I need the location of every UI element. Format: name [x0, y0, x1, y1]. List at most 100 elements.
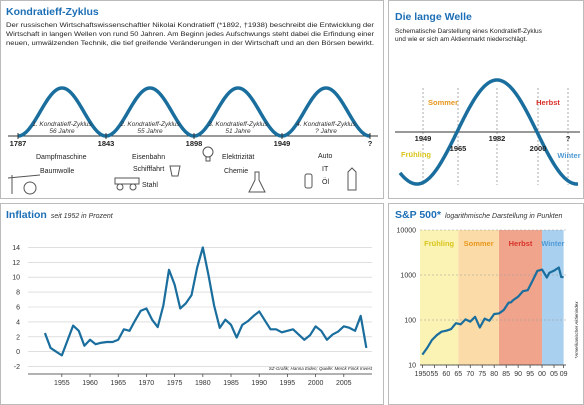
y-tick-label: 1000 — [400, 273, 416, 280]
season-label: Sommer — [428, 98, 458, 107]
year-label: 1843 — [98, 139, 115, 148]
y-tick-label: 10000 — [397, 228, 417, 235]
season-label: Winter — [557, 151, 580, 160]
x-tick-label: 1985 — [223, 380, 239, 387]
x-tick-label: 1970 — [139, 380, 155, 387]
panel — [388, 0, 584, 199]
panel-title: Die lange Welle — [395, 11, 472, 23]
panel — [0, 203, 384, 405]
x-tick-label: 55 — [430, 371, 438, 378]
y-tick-label: 12 — [12, 260, 20, 267]
season-band — [542, 230, 564, 365]
subtitle: logarithmische Darstellung in Punkten — [445, 213, 563, 220]
y-tick-label: 100 — [404, 318, 416, 325]
cycle-duration: 56 Jahre — [49, 128, 75, 135]
season-label: Frühling — [401, 150, 431, 159]
panel — [0, 0, 384, 199]
y-tick-label: 6 — [16, 305, 20, 312]
chart-title: Inflation seit 1952 in Prozent — [6, 209, 114, 221]
innovation: Eisenbahn — [132, 154, 165, 161]
chart-title: S&P 500* logarithmische Darstellung in Pu… — [395, 209, 563, 221]
x-tick-label: 1990 — [251, 380, 267, 387]
y-tick-label: 10 — [12, 275, 20, 282]
innovation: Chemie — [224, 168, 248, 175]
source: SZ-Grafik; Hanna Eiden; Quelle: Merck Fi… — [269, 366, 373, 371]
cycle-name: 1. Kondratieff-Zyklus — [32, 121, 92, 128]
innovation: Dampfmaschine — [36, 154, 87, 161]
x-tick-label: 75 — [478, 371, 486, 378]
season-label: Herbst — [509, 239, 533, 248]
x-tick-label: 1995 — [280, 380, 296, 387]
season-band — [420, 230, 459, 365]
innovation: Baumwolle — [40, 168, 74, 175]
icons — [7, 146, 357, 195]
wave — [398, 78, 579, 186]
x-tick-label: 80 — [490, 371, 498, 378]
cycle-duration: 55 Jahre — [137, 128, 163, 135]
y-tick-label: 8 — [16, 290, 20, 297]
innovation: Stahl — [142, 182, 158, 189]
season-label: Winter — [541, 239, 564, 248]
year-label: 2000 — [530, 144, 547, 153]
x-tick-label: 1960 — [82, 380, 98, 387]
x-tick-label: 65 — [454, 371, 462, 378]
year-label: 1949 — [274, 139, 291, 148]
paragraph-line: neuen, umwälzenden Technik, die tief gre… — [6, 40, 374, 47]
title: S&P 500* — [395, 209, 442, 221]
y-tick-label: 2 — [16, 334, 20, 341]
y-tick-label: 10 — [408, 363, 416, 370]
x-tick-label: 60 — [442, 371, 450, 378]
innovation: Schifffahrt — [133, 166, 164, 173]
data-line — [43, 246, 368, 357]
cycle-name: 2. Kondratieff-Zyklus — [119, 121, 180, 128]
x-tick-label: 09 — [560, 371, 568, 378]
x-tick-label: 00 — [538, 371, 546, 378]
cycle-name: 4. Kondratieff-Zyklus — [296, 121, 356, 128]
year-label: 1898 — [186, 139, 203, 148]
x-tick-label: 95 — [526, 371, 534, 378]
season-band — [458, 230, 499, 365]
x-tick-label: 2005 — [336, 380, 352, 387]
y-tick-label: -2 — [14, 364, 20, 371]
y-tick-label: 4 — [16, 319, 20, 326]
subtitle-line: und wie er sich am Aktienmarkt niedersch… — [395, 36, 527, 43]
x-tick-label: 2000 — [308, 380, 324, 387]
season-label: Herbst — [536, 98, 560, 107]
x-tick-label: 1965 — [110, 380, 126, 387]
paragraph-line: Der russischen Wirtschaftswissenschaftle… — [6, 22, 375, 29]
subtitle-line: Schematische Darstellung eines Kondratie… — [395, 28, 543, 35]
season-label: Sommer — [464, 239, 494, 248]
x-tick-label: 05 — [550, 371, 558, 378]
subtitle: seit 1952 in Prozent — [51, 213, 114, 220]
x-tick-label: 90 — [514, 371, 522, 378]
year-label: 1949 — [415, 134, 432, 143]
cycle-duration: 51 Jahre — [225, 128, 251, 135]
data-line — [421, 266, 564, 356]
innovation: Öl — [322, 178, 329, 186]
year-label: 1982 — [489, 134, 506, 143]
x-tick-label: 1955 — [54, 380, 70, 387]
year-label: ? — [566, 134, 571, 143]
year-label: 1965 — [450, 144, 467, 153]
paragraph-line: Wirtschaft in langen Wellen von rund 50 … — [6, 31, 375, 38]
y-tick-label: 0 — [16, 349, 20, 356]
x-tick-label: 1980 — [195, 380, 211, 387]
x-tick-label: 1975 — [167, 380, 183, 387]
innovation: IT — [322, 166, 329, 173]
year-label: 1787 — [10, 139, 27, 148]
season-label: Frühling — [424, 239, 454, 248]
season-band — [498, 230, 543, 365]
footnote: *Amerikanischer Aktienindex — [574, 301, 579, 359]
title: Inflation — [6, 209, 47, 221]
x-tick-label: 70 — [466, 371, 474, 378]
x-tick-label: 85 — [502, 371, 510, 378]
cycle-duration: ? Jahre — [315, 128, 337, 135]
y-tick-label: 14 — [12, 245, 20, 252]
cycle-name: 3. Kondratieff-Zyklus — [208, 121, 268, 128]
innovation: Elektrizität — [222, 154, 254, 161]
innovation: Auto — [318, 153, 333, 160]
x-tick-label: 1950 — [415, 371, 431, 378]
year-label: ? — [368, 139, 373, 148]
